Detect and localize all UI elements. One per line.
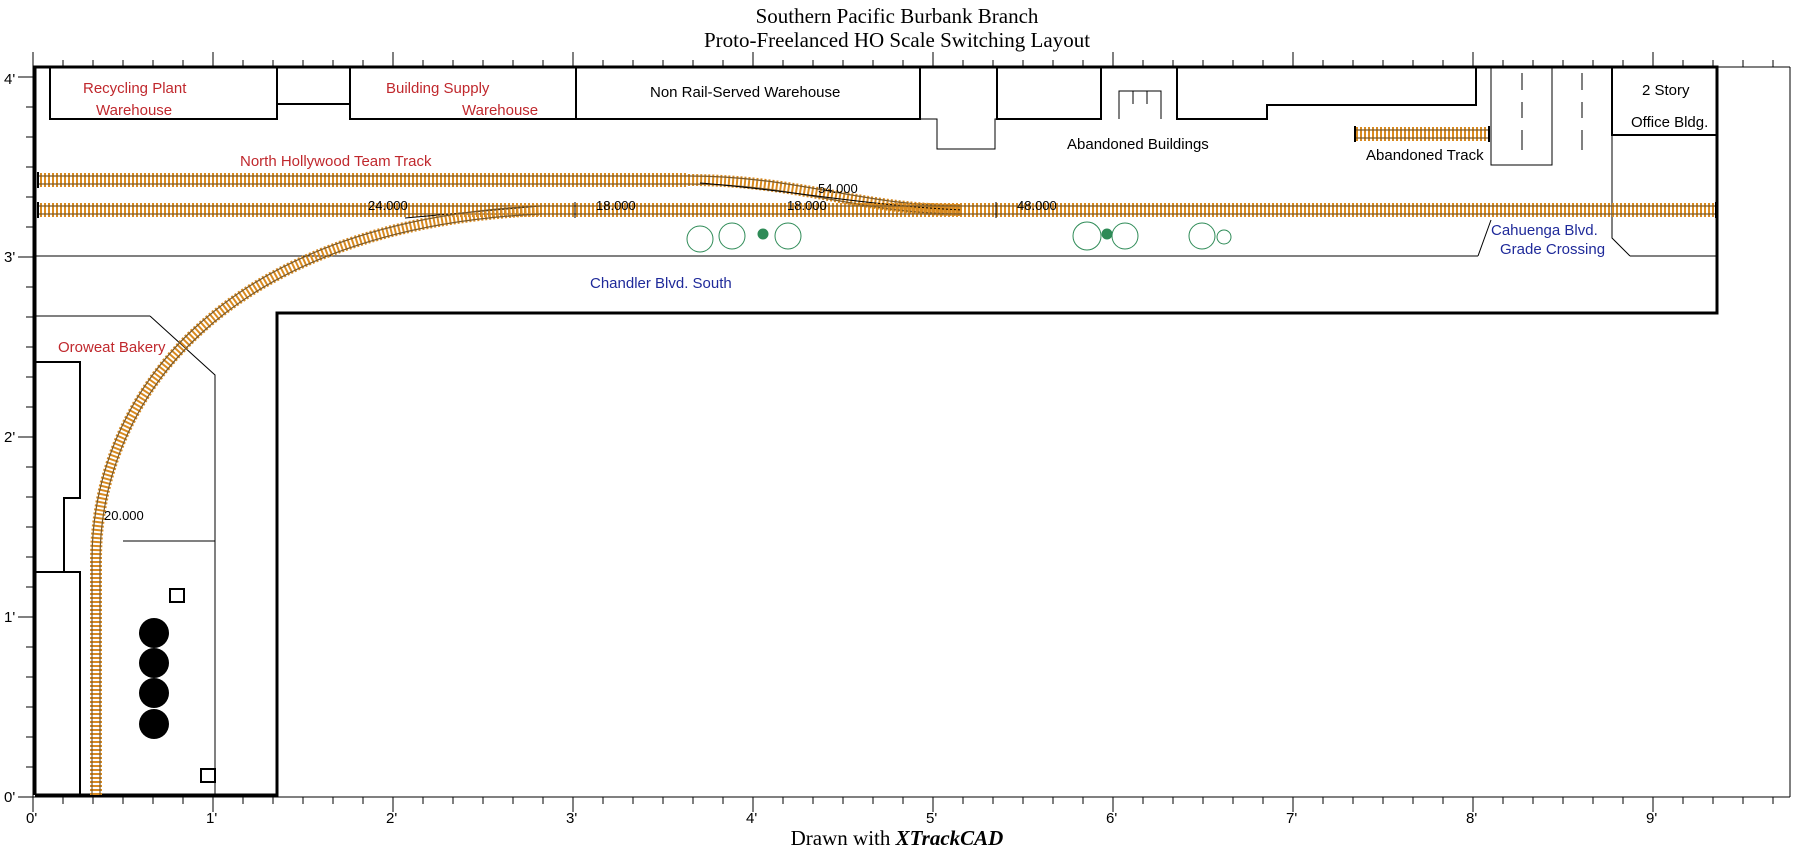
building-supply-label-line1: Building Supply <box>386 80 490 97</box>
abandoned-track-label: Abandoned Track <box>1366 147 1484 164</box>
track-dim-label: 54.000 <box>818 181 858 196</box>
oroweat-spur <box>90 204 541 795</box>
footer-credit: Drawn with XTrackCAD <box>0 826 1794 851</box>
y-tick-4: 4' <box>4 71 15 88</box>
top-buildings <box>49 67 1717 150</box>
chandler-street <box>35 255 1717 795</box>
x-tick-4: 4' <box>746 810 757 827</box>
recycling-label-line2: Warehouse <box>96 102 172 119</box>
footer-app-name: XTrackCAD <box>895 826 1004 850</box>
tree <box>774 222 802 250</box>
trees <box>686 221 1232 253</box>
small-square <box>169 588 185 603</box>
team-track <box>37 172 688 188</box>
non-rail-warehouse-label: Non Rail-Served Warehouse <box>650 84 840 101</box>
oroweat-tanks <box>139 588 216 783</box>
tree <box>757 228 769 240</box>
cahuenga-label-line2: Grade Crossing <box>1500 241 1605 258</box>
tree <box>718 222 746 250</box>
x-tick-6: 6' <box>1106 810 1117 827</box>
main-track <box>37 202 1717 219</box>
building-supply-label-line2: Warehouse <box>462 102 538 119</box>
cahuenga-crossing <box>1477 67 1631 257</box>
x-tick-7: 7' <box>1286 810 1297 827</box>
diagram-title-line2: Proto-Freelanced HO Scale Switching Layo… <box>703 28 1091 52</box>
track-dim-label: 20.000 <box>104 508 144 523</box>
x-tick-2: 2' <box>386 810 397 827</box>
office-label-line1: 2 Story <box>1642 82 1690 99</box>
team-track-label: North Hollywood Team Track <box>240 153 432 170</box>
benchwork-outline <box>33 65 1719 797</box>
x-tick-8: 8' <box>1466 810 1477 827</box>
office-building <box>1611 67 1717 136</box>
recycling-label-line1: Recycling Plant <box>83 80 187 97</box>
x-tick-9: 9' <box>1646 810 1657 827</box>
tree <box>686 225 714 253</box>
x-tick-3: 3' <box>566 810 577 827</box>
y-tick-2: 2' <box>4 429 15 446</box>
recycling-building <box>49 67 278 120</box>
tree <box>1188 222 1216 250</box>
y-tick-1: 1' <box>4 609 15 626</box>
abandoned-buildings-label: Abandoned Buildings <box>1067 136 1209 153</box>
footer-prefix: Drawn with <box>790 826 891 850</box>
tree <box>1111 222 1139 250</box>
abandoned-structure <box>1118 90 1162 119</box>
x-tick-0: 0' <box>26 810 37 827</box>
track-dim-label: 18.000 <box>787 198 827 213</box>
silo-tank <box>139 648 169 678</box>
silo-tank <box>139 709 169 739</box>
office-label-line2: Office Bldg. <box>1631 114 1708 131</box>
abandoned-track <box>1354 126 1490 142</box>
silo-tank <box>139 678 169 708</box>
x-tick-5: 5' <box>926 810 937 827</box>
y-tick-0: 0' <box>4 789 15 806</box>
track-dim-label: 24.000 <box>368 198 408 213</box>
tree <box>1101 228 1113 240</box>
tree <box>1072 221 1102 251</box>
y-tick-3: 3' <box>4 249 15 266</box>
small-square <box>200 768 216 783</box>
diagram-title-line1: Southern Pacific Burbank Branch <box>755 4 1039 28</box>
silo-tank <box>139 618 169 648</box>
chandler-label: Chandler Blvd. South <box>590 275 732 292</box>
track-dim-label: 18.000 <box>596 198 636 213</box>
track-dim-label: 48.000 <box>1017 198 1057 213</box>
cahuenga-label-line1: Cahuenga Blvd. <box>1491 222 1598 239</box>
tree <box>1216 229 1232 245</box>
oroweat-building <box>35 361 81 795</box>
x-tick-1: 1' <box>206 810 217 827</box>
oroweat-label: Oroweat Bakery <box>58 339 166 356</box>
